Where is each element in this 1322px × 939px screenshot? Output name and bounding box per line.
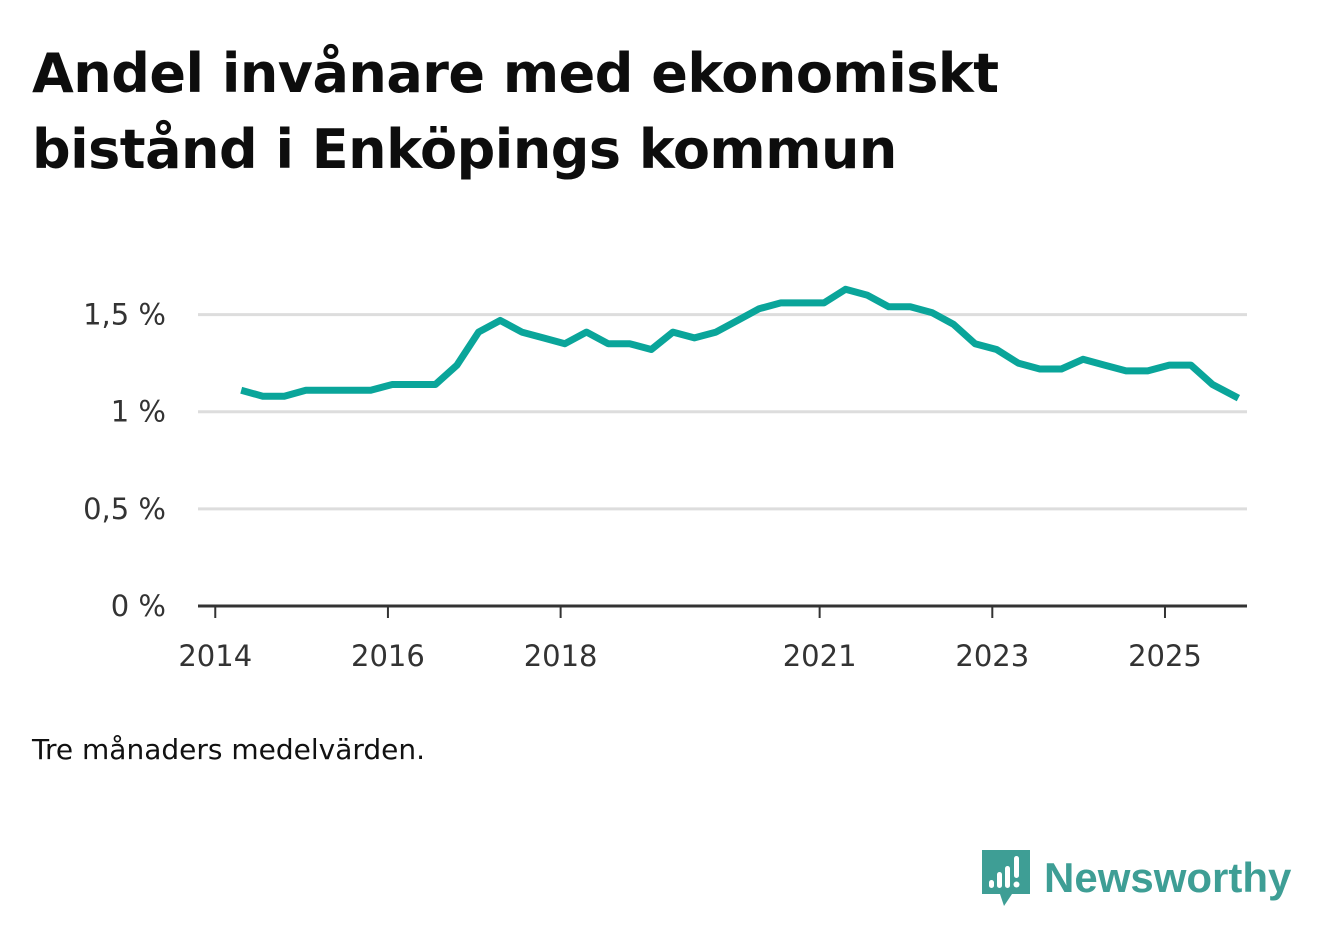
x-tick-label: 2014 [178,639,252,673]
x-tick-label: 2023 [955,639,1029,673]
x-tick-label: 2016 [351,639,425,673]
y-tick-label: 0,5 % [83,492,166,526]
newsworthy-logo-icon [982,850,1030,906]
x-tick-label: 2018 [524,639,598,673]
chart-note: Tre månaders medelvärden. [32,733,426,766]
brand-logo: Newsworthy [980,846,1291,910]
series-line [240,285,1241,402]
y-tick-label: 1,5 % [83,298,166,332]
y-tick-label: 0 % [111,589,166,623]
x-tick-label: 2025 [1128,639,1202,673]
gridlines [198,313,1247,511]
brand-name: Newsworthy [1044,854,1292,901]
chart-title: Andel invånare med ekonomiskt bistånd i … [32,42,999,181]
x-axis: 2014 2016 2018 2021 2023 2025 [178,604,1247,673]
x-tick-label: 2021 [783,639,857,673]
y-axis-tick-labels: 0 % 0,5 % 1 % 1,5 % [83,298,166,623]
y-tick-label: 1 % [111,395,166,429]
data-series [240,285,1241,402]
